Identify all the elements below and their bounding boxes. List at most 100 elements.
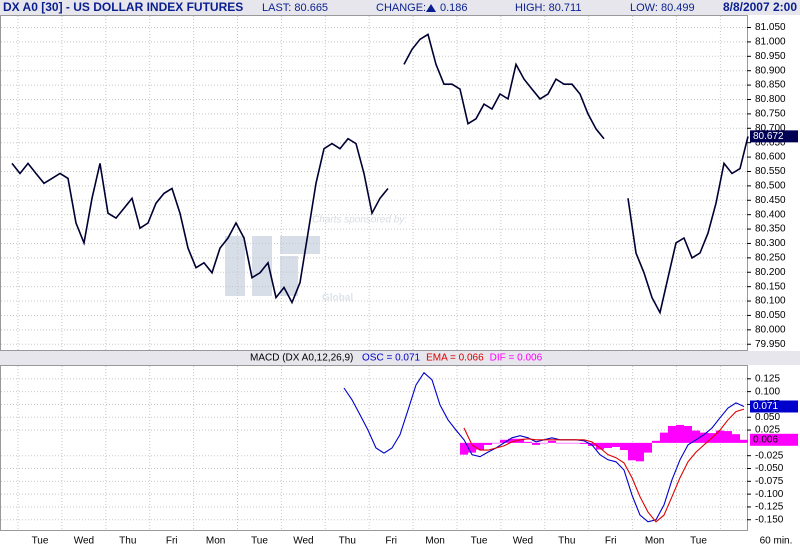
y-tick-label: 0.100 (755, 386, 780, 397)
dif-bar (532, 442, 540, 445)
macd-line (463, 408, 745, 523)
y-tick-label: -0.150 (755, 514, 784, 525)
dif-bar (596, 442, 604, 450)
x-tick-label: Mon (425, 536, 444, 547)
dif-bar (652, 440, 660, 443)
dif-bar (580, 442, 588, 444)
y-tick-label: 80.400 (755, 209, 786, 220)
dif-bar (660, 432, 668, 443)
header-date: 8/8/2007 2:00 (723, 0, 797, 14)
y-tick-label: -0.050 (755, 463, 784, 474)
y-tick-label: 80.550 (755, 166, 786, 177)
x-tick-label: Tue (251, 536, 268, 547)
dif-bar (548, 440, 556, 443)
y-tick-label: 80.250 (755, 253, 786, 264)
dif-bar (516, 438, 524, 443)
dif-bar (692, 430, 700, 443)
y-tick-label: -0.125 (755, 502, 784, 513)
y-tick-label: 80.900 (755, 65, 786, 76)
dif-bar (500, 439, 508, 443)
y-tick-label: 81.000 (755, 37, 786, 48)
dif-bar (476, 442, 484, 450)
price-line (11, 33, 749, 315)
y-tick-label: 80.700 (755, 123, 786, 134)
y-tick-label: 0.050 (755, 412, 780, 423)
value-box (750, 433, 798, 446)
macd-frame (0, 365, 748, 531)
dif-bar (604, 442, 612, 448)
y-tick-label: 80.800 (755, 94, 786, 105)
value-box (750, 400, 798, 413)
y-tick-label: 80.650 (755, 137, 786, 148)
dif-bar (668, 425, 676, 443)
y-tick-label: 80.600 (755, 152, 786, 163)
dif-bar (508, 438, 516, 443)
header-low: LOW: 80.499 (630, 2, 695, 14)
dif-bar (716, 430, 724, 443)
dif-bar (556, 442, 564, 444)
dif-bar (636, 442, 644, 462)
logo-shape (280, 236, 320, 254)
header-change: 0.186 (440, 2, 468, 14)
x-tick-label: Fri (605, 536, 617, 547)
y-tick-label: 80.950 (755, 51, 786, 62)
y-tick-label: 80.750 (755, 109, 786, 120)
dif-bar (628, 442, 636, 461)
y-tick-label: 81.050 (755, 22, 786, 33)
y-tick-label: 80.200 (755, 267, 786, 278)
x-tick-label: Fri (385, 536, 397, 547)
dif-bar (564, 442, 572, 444)
y-tick-label: 80.100 (755, 296, 786, 307)
y-tick-label: -0.100 (755, 489, 784, 500)
dif-bar (644, 442, 652, 453)
y-tick-label: 80.000 (755, 324, 786, 335)
y-tick-label: 80.050 (755, 310, 786, 321)
x-tick-label: Tue (471, 536, 488, 547)
interval-label: 60 min. (760, 536, 793, 547)
value-box-label: 0.006 (753, 434, 778, 445)
x-tick-label: Thu (558, 536, 575, 547)
dif-bar (460, 442, 468, 455)
dif-bar (620, 442, 628, 451)
macd-title: MACD (DX A0,12,26,9) (250, 353, 353, 364)
y-tick-label: 0.125 (755, 373, 780, 384)
dif-bar (724, 431, 732, 443)
y-tick-label: 80.300 (755, 238, 786, 249)
header-change-label: CHANGE: (376, 2, 426, 14)
y-tick-label: 79.950 (755, 339, 786, 350)
x-tick-label: Tue (690, 536, 707, 547)
y-tick-label: 80.350 (755, 224, 786, 235)
header-last: LAST: 80.665 (262, 2, 328, 14)
legend-entry: EMA = 0.066 (426, 353, 484, 364)
y-tick-label: 80.450 (755, 195, 786, 206)
logo-shape (225, 236, 245, 296)
x-tick-label: Thu (339, 536, 356, 547)
header-title: DX A0 [30] - US DOLLAR INDEX FUTURES (3, 0, 243, 14)
x-tick-label: Wed (74, 536, 94, 547)
watermark: Charts sponsored by: Global (225, 215, 407, 304)
dif-bar (740, 439, 748, 443)
watermark-logo: Global (322, 293, 353, 304)
dif-bar (700, 432, 708, 443)
legend-entry: DIF = 0.006 (490, 353, 543, 364)
watermark-sponsor: Charts sponsored by: (312, 215, 407, 226)
macd-header-bar (0, 351, 800, 365)
x-tick-label: Mon (206, 536, 225, 547)
x-tick-label: Thu (119, 536, 136, 547)
dif-bar (572, 442, 580, 444)
y-tick-label: -0.075 (755, 476, 784, 487)
dif-bar (484, 442, 492, 445)
x-tick-label: Fri (166, 536, 178, 547)
y-tick-label: 80.150 (755, 281, 786, 292)
dif-bar (468, 442, 476, 453)
y-tick-label: 0.025 (755, 425, 780, 436)
x-tick-label: Wed (513, 536, 533, 547)
header-bar (0, 0, 800, 15)
value-box-label: 0.071 (753, 401, 778, 412)
dif-bar (540, 442, 548, 444)
dif-bar (684, 425, 692, 443)
dif-bar (524, 441, 532, 443)
y-tick-label: 80.500 (755, 181, 786, 192)
